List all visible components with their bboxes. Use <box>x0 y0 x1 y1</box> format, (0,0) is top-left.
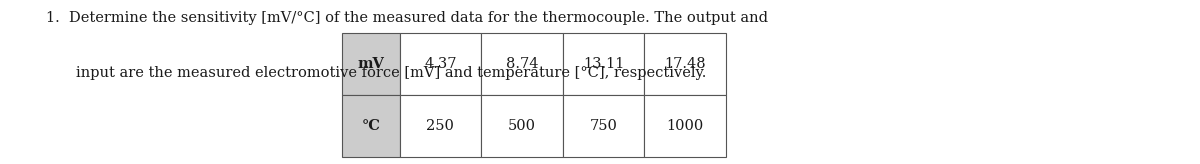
Bar <box>644 95 726 157</box>
Text: 4.37: 4.37 <box>424 57 457 71</box>
Text: 13.11: 13.11 <box>583 57 624 71</box>
Text: input are the measured electromotive force [mV] and temperature [°C], respective: input are the measured electromotive for… <box>76 66 706 80</box>
Bar <box>481 33 563 95</box>
Text: 500: 500 <box>508 119 536 133</box>
Bar <box>342 33 400 95</box>
Bar <box>342 95 400 157</box>
Bar <box>563 95 644 157</box>
Bar <box>400 95 481 157</box>
Bar <box>400 33 481 95</box>
Text: 8.74: 8.74 <box>505 57 539 71</box>
Bar <box>481 95 563 157</box>
Text: mV: mV <box>358 57 384 71</box>
Text: 1.  Determine the sensitivity [mV/°C] of the measured data for the thermocouple.: 1. Determine the sensitivity [mV/°C] of … <box>46 11 768 25</box>
Text: 1000: 1000 <box>666 119 704 133</box>
Text: 250: 250 <box>426 119 455 133</box>
Bar <box>563 33 644 95</box>
Bar <box>644 33 726 95</box>
Text: 750: 750 <box>589 119 618 133</box>
Text: °C: °C <box>361 119 380 133</box>
Text: 17.48: 17.48 <box>665 57 706 71</box>
